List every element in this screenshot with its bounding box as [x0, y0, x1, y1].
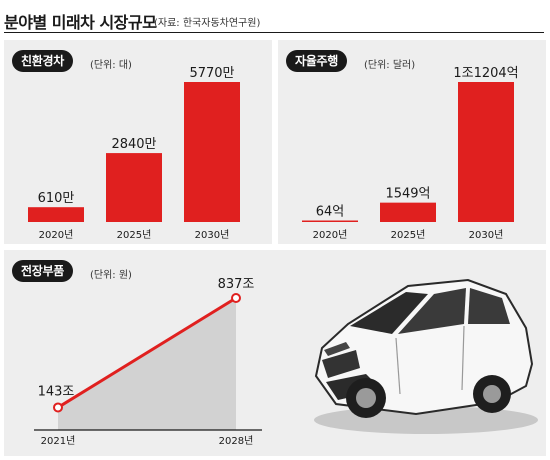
eco-car-value-label-0: 610만 — [38, 191, 75, 206]
page-title: 분야별 미래차 시장규모 — [4, 13, 157, 32]
autonomous-chart: 64억 2020년 1549억 2025년 1조1204억 2030년 — [302, 66, 519, 241]
autonomous-unit: (단위: 달러) — [364, 60, 416, 71]
eco-car-bar-0 — [28, 207, 84, 222]
electronics-chart: 143조 837조 2021년 2028년 — [34, 277, 262, 447]
car-windshield — [350, 292, 428, 334]
autonomous-badge: 자율주행 — [286, 50, 347, 72]
autonomous-value-label-1: 1549억 — [385, 187, 430, 202]
eco-car-panel: 친환경차 (단위: 대) 610만 2020년 2840만 2025년 5770만 203… — [4, 40, 272, 244]
autonomous-category-1: 2025년 — [391, 229, 426, 241]
electronics-point-1 — [231, 293, 241, 303]
car-side-window — [398, 288, 466, 334]
eco-car-badge: 친환경차 — [12, 50, 73, 72]
electronics-unit: (단위: 원) — [90, 270, 132, 281]
autonomous-bar-0 — [302, 220, 358, 222]
electronics-value-label-0: 143조 — [38, 384, 75, 399]
eco-car-bar-1 — [106, 153, 162, 222]
electronics-area — [58, 298, 236, 430]
eco-car-chart: 610만 2020년 2840만 2025년 5770만 2030년 — [28, 66, 240, 241]
autonomous-value-label-2: 1조1204억 — [453, 66, 518, 81]
eco-car-value-label-1: 2840만 — [111, 137, 156, 152]
autonomous-category-0: 2020년 — [313, 229, 348, 241]
header: 분야별 미래차 시장규모 (자료: 한국자동차연구원) — [4, 6, 544, 33]
electronics-point-0 — [53, 402, 63, 413]
eco-car-unit: (단위: 대) — [90, 60, 132, 71]
eco-car-category-1: 2025년 — [117, 229, 152, 241]
eco-car-category-0: 2020년 — [39, 229, 74, 241]
source-note: (자료: 한국자동차연구원) — [154, 18, 261, 29]
autonomous-category-2: 2030년 — [469, 229, 504, 241]
electronics-category-1: 2028년 — [219, 435, 254, 447]
autonomous-panel: 자율주행 (단위: 달러) 64억 2020년 1549억 2025년 1조1204억 2… — [278, 40, 546, 244]
electronics-line — [57, 296, 237, 409]
electronics-value-label-1: 837조 — [218, 277, 255, 292]
car-rear-window — [468, 288, 510, 324]
suv-car-illustration — [314, 278, 538, 434]
car-headlight — [324, 342, 350, 356]
autonomous-bar-1 — [380, 202, 436, 222]
car-grille — [322, 350, 360, 378]
eco-car-category-2: 2030년 — [195, 229, 230, 241]
eco-car-bar-2 — [184, 82, 240, 222]
autonomous-bar-2 — [458, 82, 514, 222]
electronics-badge: 전장부품 — [12, 260, 73, 282]
electronics-panel: 전장부품 (단위: 원) 143조 837조 2021년 2028년 — [4, 250, 546, 456]
autonomous-value-label-0: 64억 — [316, 205, 345, 220]
eco-car-value-label-2: 5770만 — [189, 66, 234, 81]
electronics-category-0: 2021년 — [41, 435, 76, 447]
